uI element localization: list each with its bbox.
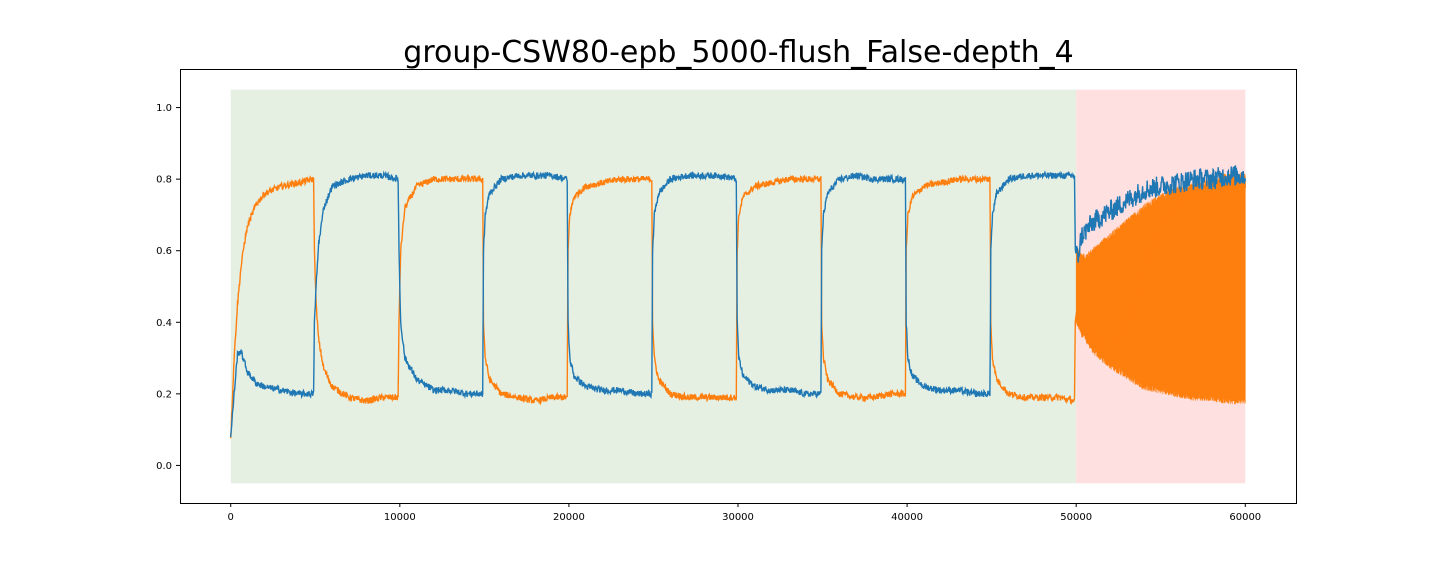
y-axis-ticks: 0.0 0.2 0.4 0.6 0.8 1.0 (156, 103, 180, 472)
series-lines (230, 165, 1246, 439)
x-tick-label: 20000 (553, 512, 585, 523)
chart-title: group-CSW80-epb_5000-flush_False-depth_4 (403, 35, 1074, 70)
x-tick-label: 50000 (1060, 512, 1092, 523)
y-tick-label: 0.8 (156, 175, 172, 186)
x-axis-ticks: 0 10000 20000 30000 40000 50000 60000 (228, 503, 1261, 523)
x-tick-label: 10000 (384, 512, 416, 523)
y-tick-label: 0.0 (156, 461, 172, 472)
y-tick-label: 0.2 (156, 389, 172, 400)
shaded-region-0 (230, 89, 1077, 484)
series-line-0 (230, 165, 1246, 438)
x-tick-label: 0 (228, 512, 234, 523)
x-tick-label: 40000 (891, 512, 923, 523)
y-tick-label: 0.4 (156, 318, 172, 329)
y-tick-label: 1.0 (156, 103, 172, 114)
x-tick-label: 30000 (722, 512, 754, 523)
x-tick-label: 60000 (1229, 512, 1261, 523)
y-tick-label: 0.6 (156, 246, 172, 257)
